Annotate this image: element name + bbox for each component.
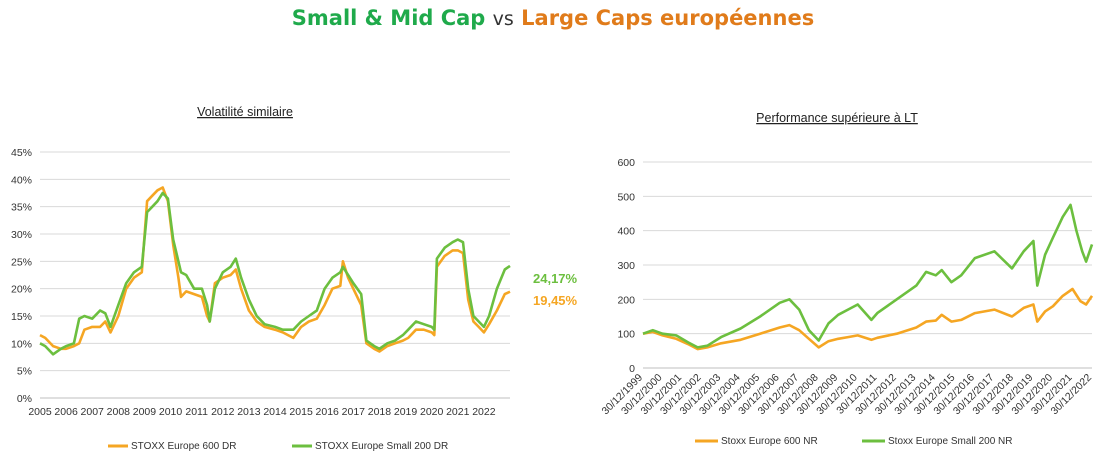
vol-x-tick-label: 2007 — [81, 406, 105, 418]
small200-end-value-label: 24,17% — [533, 271, 578, 286]
vol-series-line-small200 — [39, 191, 511, 356]
vol-y-tick-label: 40% — [11, 174, 32, 186]
vol-x-tick-label: 2019 — [394, 406, 418, 418]
legend-label-stoxx600-dr: STOXX Europe 600 DR — [131, 441, 236, 452]
vol-x-tick-label: 2014 — [263, 406, 287, 418]
vol-x-tick-label: 2005 — [28, 406, 52, 418]
vol-x-tick-label: 2009 — [133, 406, 157, 418]
perf-y-tick-label: 200 — [617, 294, 635, 306]
vol-y-tick-label: 10% — [11, 338, 32, 350]
title-part-small-mid: Small & Mid Cap — [291, 6, 486, 30]
vol-x-tick-label: 2021 — [446, 406, 470, 418]
vol-y-tick-label: 0% — [17, 393, 32, 405]
vol-y-tick-label: 25% — [11, 256, 32, 268]
perf-series-line-small200 — [642, 203, 1094, 349]
vol-y-tick-label: 5% — [17, 366, 32, 378]
vol-x-tick-label: 2008 — [107, 406, 131, 418]
vol-x-tick-label: 2011 — [185, 406, 208, 418]
vol-y-tick-label: 30% — [11, 229, 32, 241]
page-title: Small & Mid Cap vs Large Caps européenne… — [0, 6, 1106, 30]
vol-y-tick-label: 45% — [11, 147, 32, 159]
perf-y-tick-label: 400 — [617, 226, 635, 238]
perf-y-tick-label: 0 — [629, 363, 635, 375]
vol-x-tick-label: 2012 — [211, 406, 235, 418]
title-vs: vs — [492, 8, 514, 30]
perf-series-line-stoxx600 — [642, 287, 1094, 351]
vol-x-tick-label: 2015 — [289, 406, 313, 418]
vol-x-tick-label: 2017 — [342, 406, 366, 418]
volatility-legend: STOXX Europe 600 DR STOXX Europe Small 2… — [108, 441, 448, 452]
perf-y-tick-label: 100 — [617, 329, 635, 341]
vol-x-tick-label: 2013 — [237, 406, 261, 418]
performance-chart: Performance supérieure à LT 0 100 200 300 40… — [599, 111, 1094, 447]
perf-y-tick-label: 300 — [617, 260, 635, 272]
vol-x-tick-label: 2022 — [472, 406, 496, 418]
vol-x-tick-label: 2006 — [54, 406, 78, 418]
perf-y-tick-label: 500 — [617, 191, 635, 203]
legend-label-small200-dr: STOXX Europe Small 200 DR — [315, 441, 448, 452]
legend-label-stoxx600-nr: Stoxx Europe 600 NR — [721, 436, 818, 447]
vol-y-tick-label: 35% — [11, 202, 32, 214]
vol-y-tick-label: 20% — [11, 284, 32, 296]
perf-y-tick-label: 600 — [617, 157, 635, 169]
volatility-chart-title: Volatilité similaire — [197, 105, 293, 119]
stoxx600-end-value-label: 19,45% — [533, 293, 578, 308]
vol-y-tick-label: 15% — [11, 311, 32, 323]
vol-x-tick-label: 2020 — [420, 406, 444, 418]
volatility-chart: Volatilité similaire 0% 5% 10% 15% 20% 25% 30%… — [11, 105, 578, 452]
title-part-large-caps: Large Caps européennes — [521, 6, 815, 30]
performance-legend: Stoxx Europe 600 NR Stoxx Europe Small 2… — [695, 436, 1013, 447]
vol-x-tick-label: 2016 — [316, 406, 340, 418]
vol-x-tick-label: 2010 — [159, 406, 183, 418]
vol-x-tick-label: 2018 — [368, 406, 392, 418]
legend-label-small200-nr: Stoxx Europe Small 200 NR — [888, 436, 1013, 447]
performance-chart-title: Performance supérieure à LT — [756, 111, 918, 125]
